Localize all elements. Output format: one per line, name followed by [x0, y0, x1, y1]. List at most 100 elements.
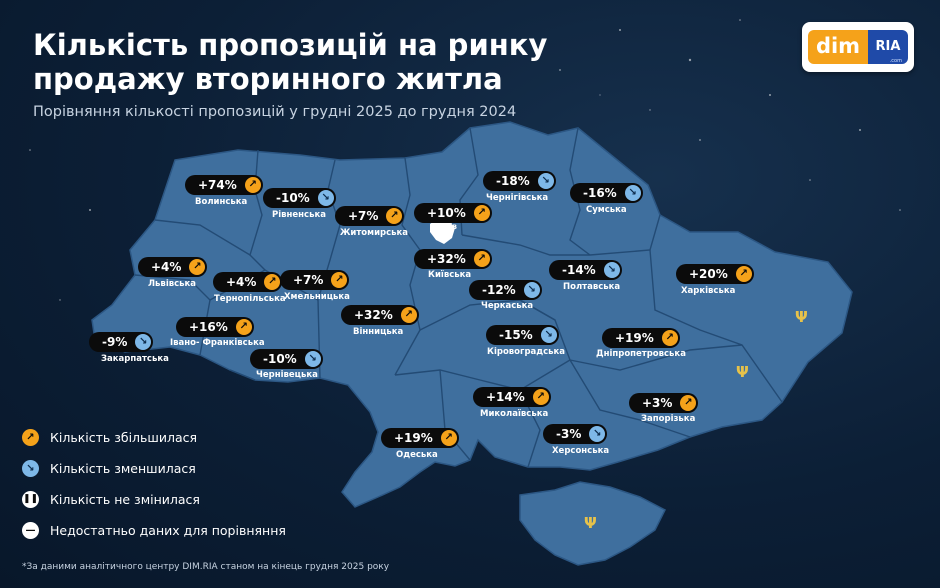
region-name-khmelnytska: Хмельницька — [284, 292, 350, 302]
region-badge-chernivetska: -10% ↘ — [250, 349, 323, 369]
region-badge-mykolaivska: +14% ↗ — [473, 387, 551, 407]
logo-dim-text: dim — [808, 30, 868, 64]
region-badge-khmelnytska: +7% ↗ — [280, 270, 350, 290]
region-name-cherkaska: Черкаська — [481, 301, 534, 311]
region-badge-chernihivska: -18% ↘ — [483, 171, 556, 191]
arrow-up-right-icon: ↗ — [473, 205, 490, 221]
change-value: +7% — [348, 209, 379, 223]
region-name-mykolaivska: Миколаївська — [480, 409, 549, 419]
change-value: -12% — [482, 283, 516, 297]
region-badge-khersonska: -3% ↘ — [543, 424, 608, 444]
minus-icon: — — [22, 522, 39, 539]
arrow-up-right-icon: ↗ — [244, 177, 261, 193]
arrow-up-right-icon: ↗ — [235, 319, 252, 335]
arrow-down-right-icon: ↘ — [523, 282, 540, 298]
region-name-khersonska: Херсонська — [552, 446, 610, 456]
page-subtitle: Порівняння кількості пропозицій у грудні… — [33, 104, 517, 120]
change-value: +4% — [151, 260, 182, 274]
region-badge-zaporizka: +3% ↗ — [629, 393, 699, 413]
arrow-up-right-icon: ↗ — [22, 429, 39, 446]
region-name-lvivska: Львівська — [148, 279, 197, 289]
tryzub-icon: Ψ — [584, 514, 597, 532]
region-name-kirovohradska: Кіровоградська — [487, 347, 566, 357]
arrow-up-right-icon: ↗ — [440, 430, 457, 446]
region-name-poltavska: Полтавська — [563, 282, 621, 292]
region-badge-ivano-frankivska: +16% ↗ — [176, 317, 254, 337]
arrow-down-right-icon: ↘ — [135, 334, 152, 350]
arrow-up-right-icon: ↗ — [189, 259, 206, 275]
region-name-zakarpatska: Закарпатська — [101, 354, 169, 364]
change-value: +3% — [642, 396, 673, 410]
change-value: -16% — [583, 186, 617, 200]
dim-ria-logo: dim RIA .com — [802, 22, 914, 72]
change-value: +14% — [486, 390, 525, 404]
arrow-up-right-icon: ↗ — [735, 266, 752, 282]
region-badge-kharkivska: +20% ↗ — [676, 264, 754, 284]
page-title: Кількість пропозицій на ринку продажу вт… — [33, 28, 548, 96]
region-name-chernivetska: Чернівецька — [256, 370, 318, 380]
arrow-up-right-icon: ↗ — [680, 395, 697, 411]
change-value: -10% — [276, 191, 310, 205]
region-badge-sumska: -16% ↘ — [570, 183, 643, 203]
change-value: -14% — [562, 263, 596, 277]
region-name-kharkivska: Харківська — [681, 286, 736, 296]
legend-label: Недостатньо даних для порівняння — [50, 523, 286, 538]
region-badge-lvivska: +4% ↗ — [138, 257, 208, 277]
arrow-up-right-icon: ↗ — [532, 389, 549, 405]
legend-label: Кількість не змінилася — [50, 492, 200, 507]
region-badge-cherkaska: -12% ↘ — [469, 280, 542, 300]
region-badge-zhytomyrska: +7% ↗ — [335, 206, 405, 226]
change-value: +19% — [394, 431, 433, 445]
region-badge-rivnenska: -10% ↘ — [263, 188, 336, 208]
region-name-volynska: Волинська — [195, 197, 248, 207]
pause-icon: ❚❚ — [22, 491, 39, 508]
change-value: +4% — [226, 275, 257, 289]
legend-label: Кількість зменшилася — [50, 461, 196, 476]
region-badge-dnipropetrovska: +19% ↗ — [602, 328, 680, 348]
change-value: +7% — [293, 273, 324, 287]
region-badge-volynska: +74% ↗ — [185, 175, 263, 195]
change-value: -3% — [556, 427, 582, 441]
legend-label: Кількість збільшилася — [50, 430, 198, 445]
change-value: +32% — [354, 308, 393, 322]
region-name-ivano-frankivska: Івано- Франківська — [170, 338, 265, 348]
region-badge-odeska: +19% ↗ — [381, 428, 459, 448]
region-name-odeska: Одеська — [396, 450, 438, 460]
change-value: +20% — [689, 267, 728, 281]
region-name-ternopilska: Тернопільська — [214, 294, 286, 304]
region-name-zaporizka: Запорізька — [641, 414, 696, 424]
arrow-down-right-icon: ↘ — [317, 190, 334, 206]
region-badge-kyivska: +32% ↗ — [414, 249, 492, 269]
crimea-territory — [519, 481, 667, 566]
region-name-sumska: Сумська — [586, 205, 627, 215]
kyiv-city-label: Київ — [437, 222, 457, 231]
arrow-down-right-icon: ↘ — [589, 426, 606, 442]
arrow-down-right-icon: ↘ — [537, 173, 554, 189]
region-name-chernihivska: Чернігівська — [486, 193, 549, 203]
arrow-up-right-icon: ↗ — [331, 272, 348, 288]
tryzub-icon: Ψ — [736, 363, 749, 381]
change-value: +74% — [198, 178, 237, 192]
region-name-dnipropetrovska: Дніпропетровська — [596, 349, 686, 359]
logo-com-text: .com — [889, 58, 902, 64]
change-value: +10% — [427, 206, 466, 220]
arrow-down-right-icon: ↘ — [624, 185, 641, 201]
change-value: -9% — [102, 335, 128, 349]
region-name-vinnytska: Вінницька — [353, 327, 404, 337]
arrow-up-right-icon: ↗ — [400, 307, 417, 323]
region-badge-kyivska-city: +10% ↗ — [414, 203, 492, 223]
region-name-kyivska: Київська — [428, 270, 472, 280]
change-value: -10% — [263, 352, 297, 366]
change-value: -18% — [496, 174, 530, 188]
arrow-up-right-icon: ↗ — [661, 330, 678, 346]
change-value: +16% — [189, 320, 228, 334]
region-badge-vinnytska: +32% ↗ — [341, 305, 419, 325]
region-badge-kirovohradska: -15% ↘ — [486, 325, 559, 345]
tryzub-emblems: Ψ Ψ Ψ — [584, 308, 808, 532]
arrow-up-right-icon: ↗ — [264, 274, 281, 290]
arrow-down-right-icon: ↘ — [603, 262, 620, 278]
region-badge-ternopilska: +4% ↗ — [213, 272, 283, 292]
footnote: *За даними аналітичного центру DIM.RIA с… — [22, 562, 390, 572]
region-badge-poltavska: -14% ↘ — [549, 260, 622, 280]
